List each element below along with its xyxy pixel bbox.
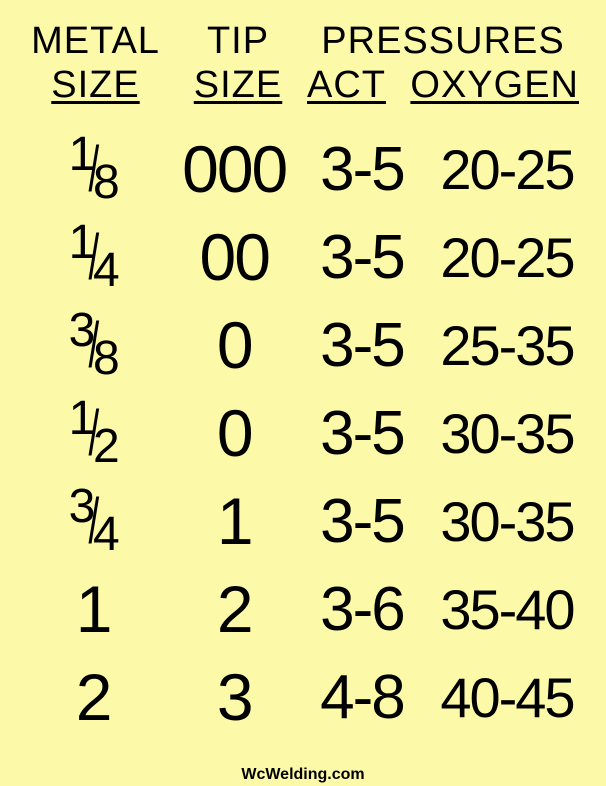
header-tip-line2: SIZE <box>173 64 303 108</box>
fraction: 3/4 <box>65 489 124 553</box>
header-pressures: PRESSURES ACT OXYGEN <box>303 20 583 107</box>
header-metal-size: METAL SIZE <box>18 20 173 107</box>
header-oxygen: OXYGEN <box>410 64 579 108</box>
cell-tip-size: 3 <box>170 659 298 735</box>
fraction: 1/2 <box>65 401 124 465</box>
header-tip-size: TIP SIZE <box>173 20 303 107</box>
fraction-denominator: 2 <box>93 423 120 471</box>
cell-metal-size: 3/8 <box>18 313 170 377</box>
header-metal-line1: METAL <box>18 20 173 64</box>
cell-oxygen-pressure: 25-35 <box>426 313 588 378</box>
whole-number: 2 <box>76 659 113 735</box>
cell-tip-size: 0 <box>170 307 298 383</box>
cell-tip-size: 2 <box>170 571 298 647</box>
cell-oxygen-pressure: 20-25 <box>426 225 588 290</box>
cell-metal-size: 2 <box>18 659 170 735</box>
table-row: 234-840-45 <box>18 653 588 741</box>
cell-tip-size: 0 <box>170 395 298 471</box>
footer-credit: WcWelding.com <box>0 766 606 784</box>
cell-metal-size: 1/2 <box>18 401 170 465</box>
cell-act-pressure: 3-5 <box>298 398 426 469</box>
cell-tip-size: 00 <box>170 219 298 295</box>
cell-tip-size: 1 <box>170 483 298 559</box>
cell-metal-size: 1/8 <box>18 137 170 201</box>
header-pressures-label: PRESSURES <box>303 20 583 64</box>
table-row: 3/8 03-525-35 <box>18 301 588 389</box>
table-row: 3/4 13-530-35 <box>18 477 588 565</box>
welding-chart: METAL SIZE TIP SIZE PRESSURES ACT OXYGEN… <box>0 0 606 786</box>
table-row: 1/8 0003-520-25 <box>18 125 588 213</box>
fraction: 1/4 <box>65 225 124 289</box>
table-row: 123-635-40 <box>18 565 588 653</box>
header-sub-row: ACT OXYGEN <box>303 64 583 108</box>
fraction: 3/8 <box>65 313 124 377</box>
fraction: 1/8 <box>65 137 124 201</box>
header-tip-line1: TIP <box>173 20 303 64</box>
cell-tip-size: 000 <box>170 131 298 207</box>
table-header: METAL SIZE TIP SIZE PRESSURES ACT OXYGEN <box>18 20 588 107</box>
header-act: ACT <box>307 64 386 108</box>
cell-act-pressure: 3-5 <box>298 310 426 381</box>
table-body: 1/80003-520-251/4003-520-253/803-525-351… <box>18 125 588 741</box>
cell-oxygen-pressure: 30-35 <box>426 489 588 554</box>
cell-metal-size: 1 <box>18 571 170 647</box>
fraction-denominator: 4 <box>93 247 120 295</box>
whole-number: 1 <box>76 571 113 647</box>
fraction-denominator: 8 <box>93 159 120 207</box>
table-row: 1/2 03-530-35 <box>18 389 588 477</box>
table-row: 1/4 003-520-25 <box>18 213 588 301</box>
cell-act-pressure: 3-5 <box>298 134 426 205</box>
cell-act-pressure: 3-5 <box>298 486 426 557</box>
cell-oxygen-pressure: 40-45 <box>426 665 588 730</box>
cell-oxygen-pressure: 30-35 <box>426 401 588 466</box>
fraction-denominator: 4 <box>93 511 120 559</box>
cell-oxygen-pressure: 35-40 <box>426 577 588 642</box>
cell-act-pressure: 3-6 <box>298 574 426 645</box>
header-metal-line2: SIZE <box>18 64 173 108</box>
cell-oxygen-pressure: 20-25 <box>426 137 588 202</box>
cell-metal-size: 1/4 <box>18 225 170 289</box>
fraction-denominator: 8 <box>93 335 120 383</box>
cell-act-pressure: 3-5 <box>298 222 426 293</box>
cell-metal-size: 3/4 <box>18 489 170 553</box>
cell-act-pressure: 4-8 <box>298 662 426 733</box>
